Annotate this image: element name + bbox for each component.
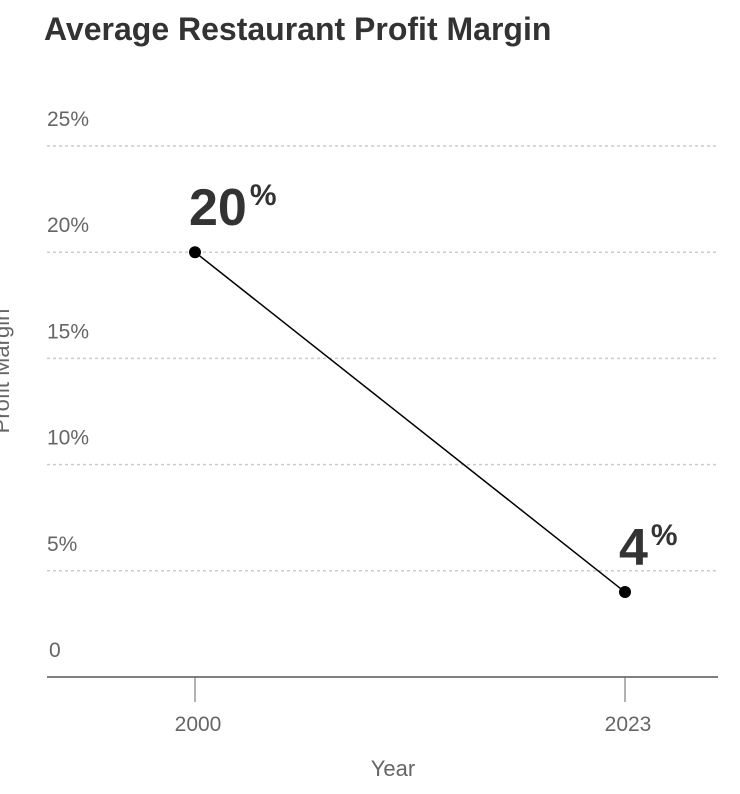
y-axis-ticks: 0 5% 10% 15% 20% 25% <box>47 108 89 662</box>
y-tick-label: 0 <box>49 639 61 662</box>
y-tick-label: 5% <box>47 533 77 556</box>
x-axis-label: Year <box>371 756 415 781</box>
x-tick-label: 2023 <box>605 713 652 736</box>
x-tick-label: 2000 <box>175 713 222 736</box>
x-axis-ticks: 2000 2023 <box>175 677 652 736</box>
data-labels: 20 % 4% <box>189 179 678 577</box>
gridlines <box>47 145 718 572</box>
series <box>189 246 631 599</box>
data-point <box>189 246 201 259</box>
y-tick-label: 25% <box>47 108 89 131</box>
y-tick-label: 15% <box>47 320 89 343</box>
series-line <box>194 251 626 593</box>
y-tick-label: 20% <box>47 214 89 237</box>
data-point <box>619 586 631 599</box>
data-label: 20% <box>189 179 277 237</box>
y-tick-label: 10% <box>47 427 89 450</box>
data-label: 4% <box>619 519 678 577</box>
y-axis-label: Profit Margin <box>0 309 14 434</box>
chart-title: Average Restaurant Profit Margin <box>44 11 551 47</box>
